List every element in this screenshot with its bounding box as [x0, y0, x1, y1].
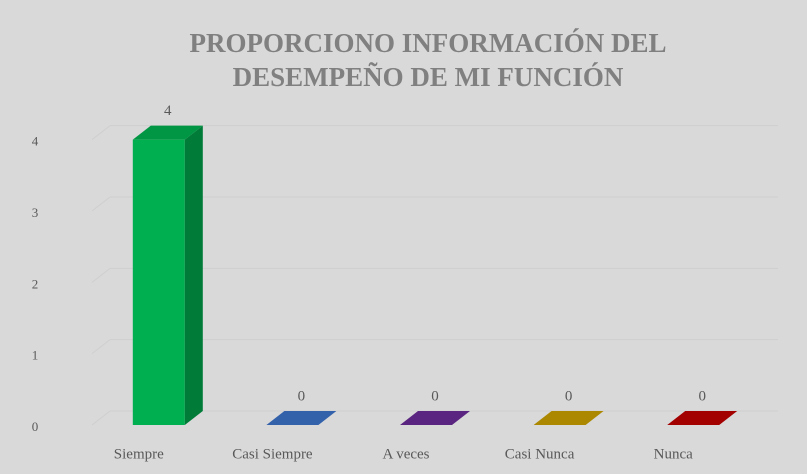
- grid-line: [91, 410, 111, 426]
- chart-title-line: DESEMPEÑO DE MI FUNCIÓN: [233, 62, 624, 92]
- bar-front: [132, 139, 185, 425]
- y-tick-label: 3: [32, 205, 39, 220]
- data-label: 0: [565, 388, 573, 404]
- bar-top: [132, 125, 203, 140]
- data-label: 0: [298, 388, 306, 404]
- y-tick-label: 2: [32, 276, 39, 291]
- grid-line: [91, 125, 111, 141]
- bar-side: [184, 125, 203, 426]
- x-tick-label: Siempre: [114, 446, 164, 462]
- x-tick-label: Casi Siempre: [232, 446, 313, 462]
- data-label: 0: [698, 388, 706, 404]
- x-tick-label: A veces: [382, 446, 429, 462]
- y-tick-label: 0: [32, 419, 39, 434]
- bar-top: [667, 411, 738, 425]
- chart-title-line: PROPORCIONO INFORMACIÓN DEL: [190, 28, 667, 58]
- x-tick-label: Casi Nunca: [505, 446, 575, 462]
- y-tick-label: 4: [32, 134, 39, 149]
- data-label: 4: [164, 103, 172, 119]
- bar-top: [533, 411, 604, 425]
- grid-line: [91, 339, 111, 355]
- y-tick-label: 1: [32, 348, 39, 363]
- grid-line: [91, 196, 111, 212]
- data-label: 0: [431, 388, 439, 404]
- x-tick-label: Nunca: [654, 446, 693, 462]
- grid-line: [91, 267, 111, 283]
- bar-top: [400, 411, 470, 425]
- bar-top: [266, 411, 337, 425]
